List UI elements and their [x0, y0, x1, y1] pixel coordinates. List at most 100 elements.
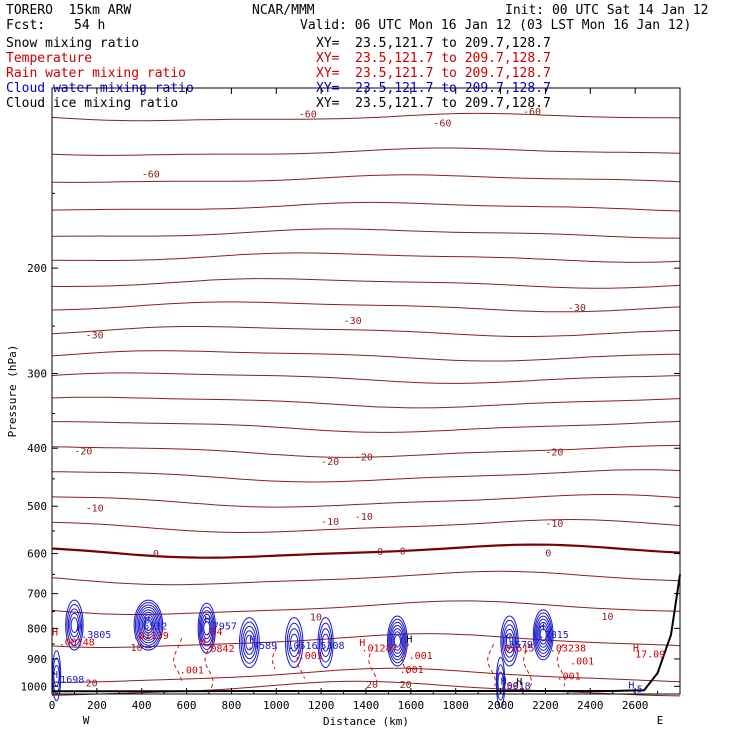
cloud-water-contour [140, 611, 157, 639]
cloud-water-contour [203, 621, 211, 636]
cloud-water-label: H [249, 635, 255, 646]
freezing-level-line [51, 543, 681, 559]
field-xy: XY= 23.5,121.7 to 209.7,128.7 [316, 66, 551, 81]
cloud-water-contour [387, 615, 408, 667]
isotherm-line [51, 633, 681, 649]
temperature-label: 0 [153, 549, 159, 560]
y-tick-label: 500 [27, 500, 47, 513]
field-name: Cloud water mixing ratio [6, 81, 194, 96]
temperature-label: 20 [366, 680, 378, 691]
y-tick-label: 400 [27, 442, 47, 455]
temperature-label: 20 [400, 680, 412, 691]
cloud-water-label: H [505, 634, 511, 645]
cloud-water-contour [137, 606, 160, 644]
cloud-water-contour [496, 664, 505, 701]
temperature-label: 10 [131, 643, 143, 654]
contour-labels: -60 -60 -60 -60 -30 -30 -30 -20 -20 -20 -20 -10 -10 -… [52, 107, 665, 696]
cloud-water-label: H [539, 622, 545, 633]
cloud-water-label: .4589 [247, 641, 277, 652]
y-tick-label: 300 [27, 368, 47, 381]
field-name: Cloud ice mixing ratio [6, 96, 179, 111]
y-tick-label: 600 [27, 548, 47, 561]
rain-label: .01287 [362, 643, 398, 654]
temperature-label: -60 [142, 169, 160, 180]
cloud-water-contour [317, 617, 334, 669]
y-axis-title: Pressure (hPa) [6, 345, 19, 438]
cloud-water-contour [321, 633, 330, 652]
temperature-label: -10 [321, 517, 339, 528]
rain-label: 17.09 [635, 650, 665, 661]
temperature-label: -10 [355, 512, 373, 523]
rain-water-contour [368, 646, 378, 682]
rain-label: H [359, 638, 365, 649]
cloud-water-label: .5 [631, 685, 643, 696]
field-xy: XY= 23.5,121.7 to 209.7,128.7 [316, 96, 551, 111]
temperature-label: -60 [523, 107, 541, 118]
field-xy: XY= 23.5,121.7 to 209.7,128.7 [316, 36, 551, 51]
cloud-water-contour [288, 628, 301, 658]
x-tick-label: 2200 [532, 699, 559, 712]
cloud-water-contour [318, 622, 333, 663]
isotherm-line [51, 112, 681, 122]
cloud-water-contour [240, 621, 259, 664]
rain-label: .01515 [498, 643, 534, 654]
cloud-water-contour [202, 617, 212, 640]
x-tick-label: 2000 [487, 699, 514, 712]
cloud-water-contour [141, 614, 155, 636]
cloud-water-contour [70, 617, 79, 633]
field-name: Snow mixing ratio [6, 36, 140, 51]
cloud-water-contour [537, 621, 550, 648]
rain-label: .0842 [205, 644, 235, 655]
cloud-water-contour [501, 619, 518, 663]
cloud-water-label: .3805 [81, 630, 111, 641]
cloud-water-contours [51, 599, 554, 708]
x-axis-title: Distance (km) [323, 715, 409, 728]
rain-label: .01139 [133, 631, 169, 642]
x-tick-label: 1600 [398, 699, 425, 712]
isotherm-line [51, 444, 681, 458]
isotherm-line [51, 570, 681, 586]
field-name: Rain water mixing ratio [6, 66, 187, 81]
y-tick-label: 900 [27, 653, 47, 666]
cloud-water-contour [239, 617, 260, 669]
cloud-water-contour [391, 628, 404, 654]
cloud-water-contour [144, 619, 153, 631]
cloud-water-contour [392, 631, 403, 651]
temperature-label: 0 [400, 546, 406, 557]
cloud-water-contour [139, 609, 158, 641]
isotherm-line [51, 350, 681, 362]
rain-label: .001 [501, 681, 525, 692]
east-label: E [657, 714, 664, 727]
x-tick-label: 200 [87, 699, 107, 712]
temperature-label: -20 [355, 452, 373, 463]
y-tick-label: 200 [27, 262, 47, 275]
x-tick-label: 800 [221, 699, 241, 712]
cloud-water-contour [534, 612, 553, 658]
cloud-water-contour [134, 602, 162, 649]
rain-label: .001 [400, 665, 424, 676]
x-tick-label: 1800 [442, 699, 469, 712]
fcst-value: 54 h [74, 18, 106, 33]
rain-water-contour [401, 643, 409, 675]
cloud-ice-label: H [516, 677, 522, 688]
rain-water-contour [173, 637, 183, 682]
cloud-water-contour [242, 625, 257, 660]
fcst-label: Fcst: [6, 18, 46, 33]
isotherm-line [52, 420, 681, 433]
cloud-water-contour [65, 599, 84, 651]
cloud-water-contour [136, 604, 161, 646]
cloud-water-contour [505, 633, 514, 649]
cloud-ice-label: H [406, 635, 412, 646]
x-tick-label: 0 [49, 699, 56, 712]
cloud-water-label: .7815 [539, 630, 569, 641]
x-tick-label: 1200 [308, 699, 335, 712]
west-label: W [83, 714, 90, 727]
rain-label: H [52, 627, 58, 638]
isotherm-line [51, 493, 681, 508]
isotherm-line [51, 278, 681, 289]
cloud-water-contour [243, 630, 255, 655]
model-title: TORERO 15km ARW [6, 3, 132, 18]
valid-label: Valid: 06 UTC Mon 16 Jan 12 (03 LST Mon … [300, 18, 692, 33]
x-tick-label: 600 [177, 699, 197, 712]
